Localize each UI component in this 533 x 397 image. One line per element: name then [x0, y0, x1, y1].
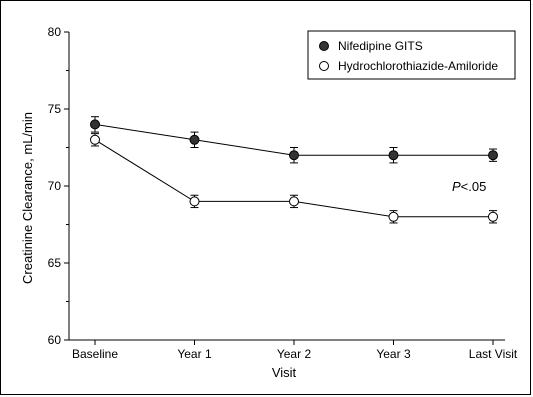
x-tick-label: Last Visit	[469, 347, 518, 361]
x-tick-label: Baseline	[72, 347, 118, 361]
series-layer	[90, 116, 498, 224]
data-point	[90, 119, 100, 130]
series-1	[90, 133, 498, 224]
data-point	[289, 150, 299, 161]
legend-label-nifedipine: Nifedipine GITS	[338, 39, 423, 53]
p-value-annotation: P<.05	[452, 179, 486, 194]
y-tick-label: 65	[48, 256, 62, 270]
x-tick-label: Year 2	[277, 347, 312, 361]
data-point	[90, 134, 100, 145]
data-point	[189, 134, 200, 145]
data-point	[488, 211, 498, 222]
legend-marker-open	[319, 61, 329, 71]
y-axis-label: Creatinine Clearance, mL/min	[20, 112, 35, 284]
data-point	[388, 211, 399, 222]
axes: 60 65 70 75 80 Baseline Year 1 Year 2 Year 3 Last…	[48, 25, 518, 361]
x-tick-label: Year 3	[376, 347, 411, 361]
p-value-rest: <.05	[461, 179, 487, 194]
y-tick-label: 60	[48, 333, 62, 347]
y-tick-label: 80	[48, 25, 62, 39]
series-0	[90, 116, 498, 164]
data-point	[189, 196, 200, 207]
x-tick-label: Year 1	[177, 347, 212, 361]
p-value-italic: P	[452, 179, 461, 194]
data-point	[289, 196, 299, 207]
data-point	[488, 150, 498, 161]
y-tick-label: 70	[48, 179, 62, 193]
data-point	[388, 150, 399, 161]
legend-label-hctz: Hydrochlorothiazide-Amiloride	[338, 59, 498, 73]
legend-marker-filled	[319, 41, 329, 51]
x-axis-label: Visit	[272, 365, 297, 380]
legend: Nifedipine GITS Hydrochlorothiazide-Amil…	[307, 30, 516, 80]
legend-box	[307, 30, 516, 80]
y-tick-label: 75	[48, 102, 62, 116]
